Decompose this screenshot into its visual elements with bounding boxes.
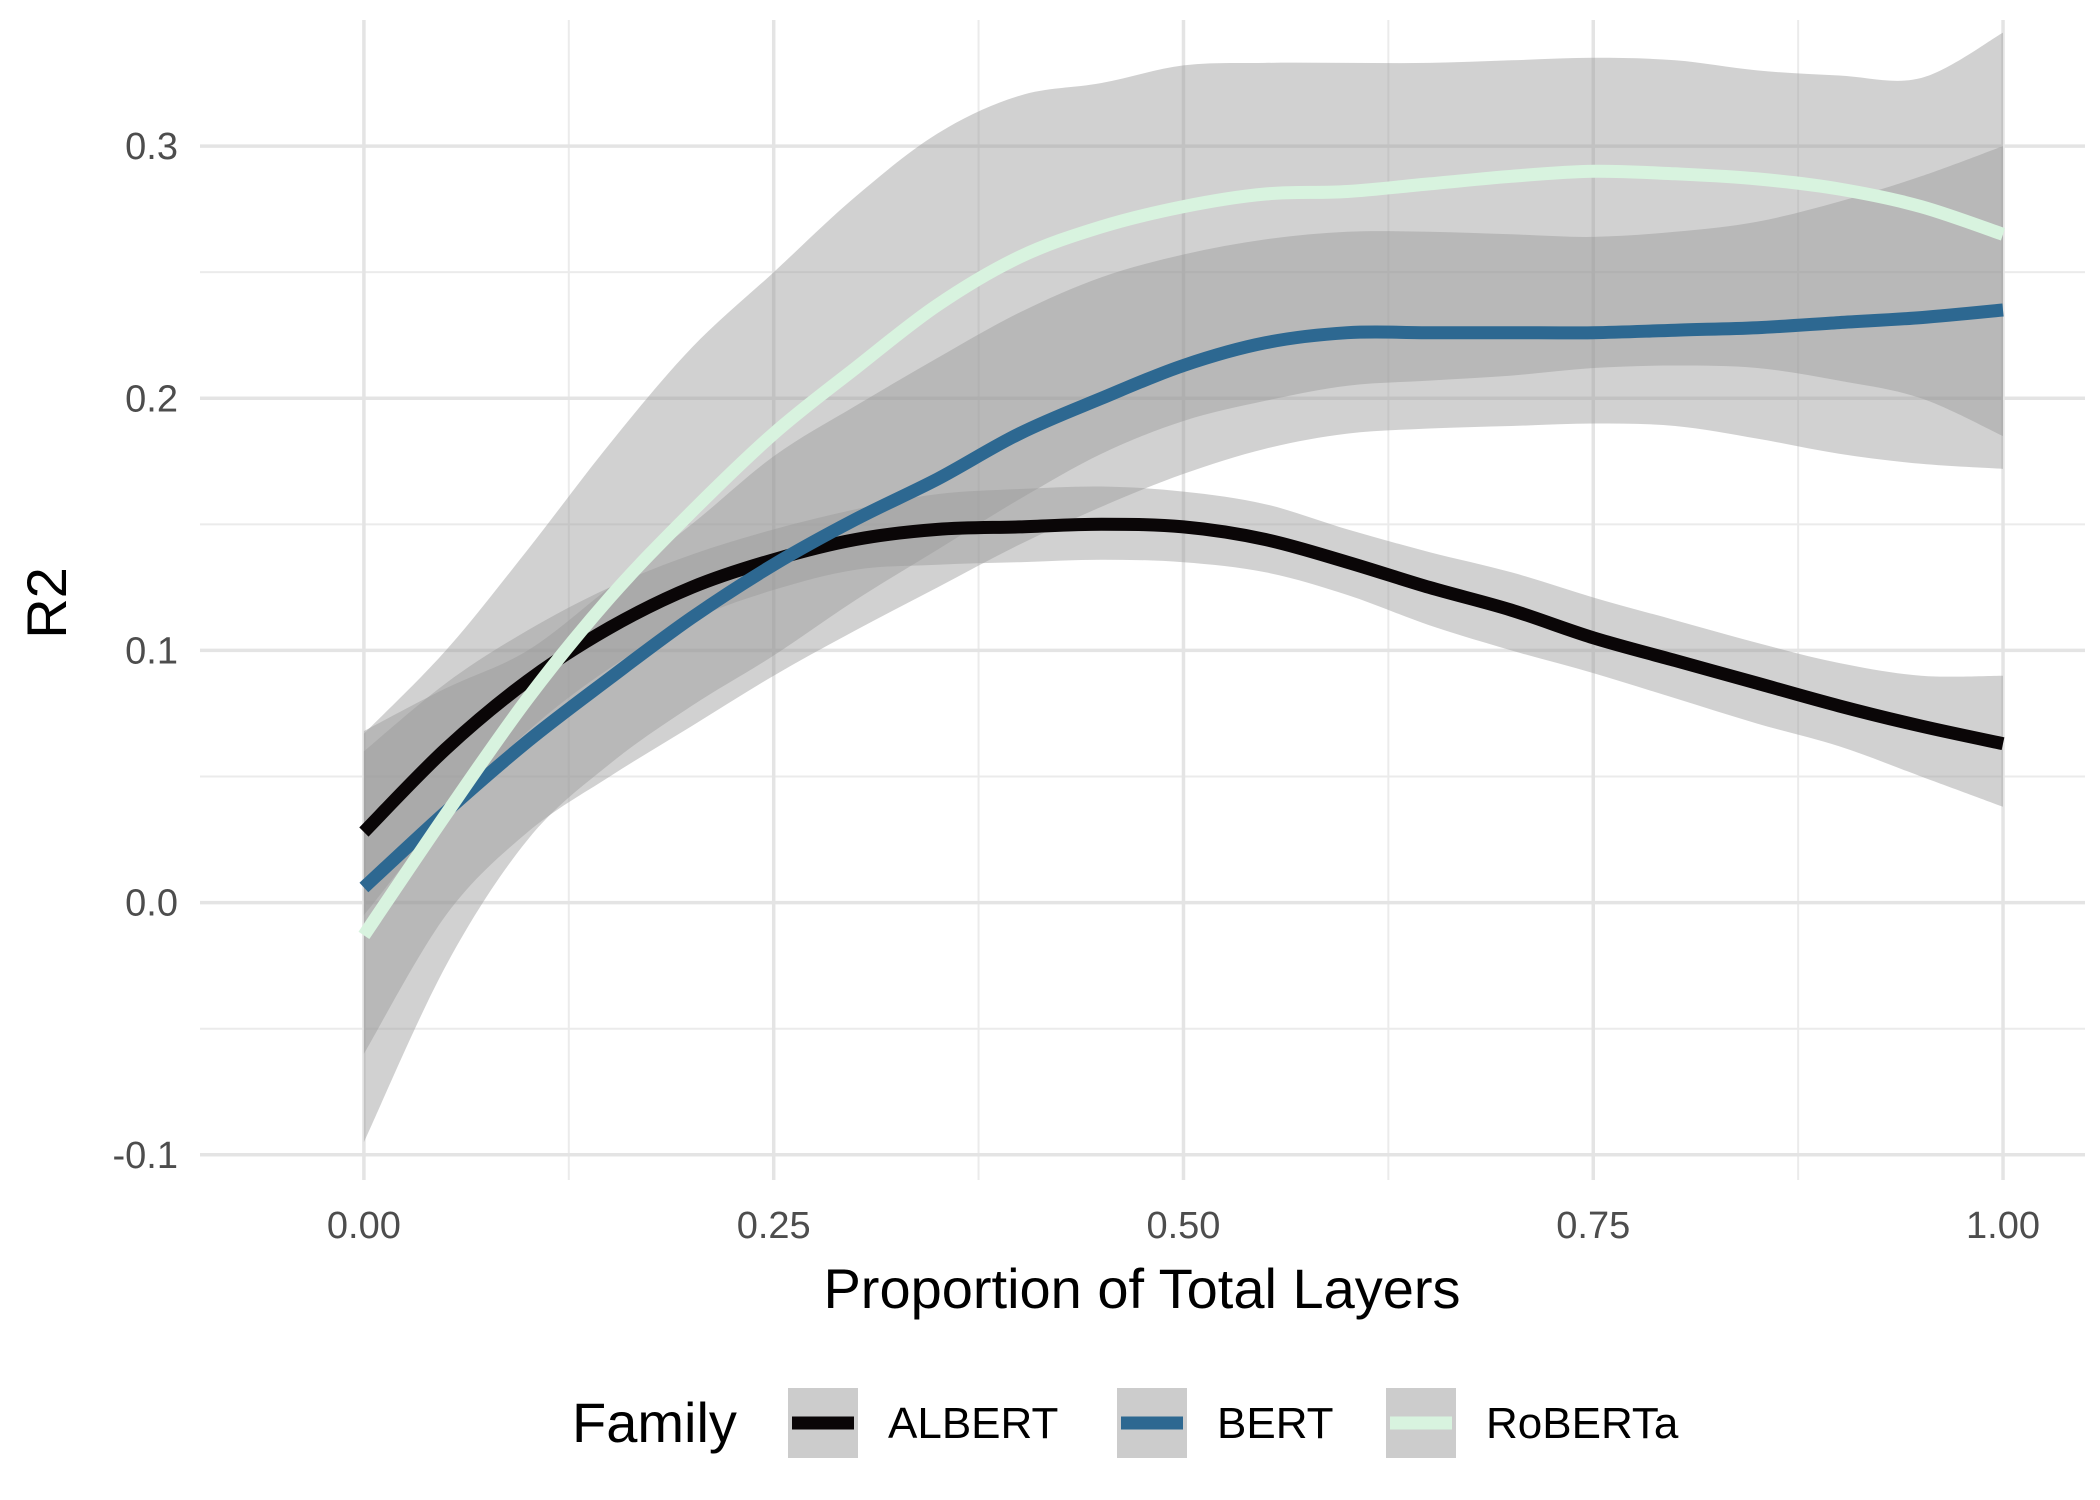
- x-tick-labels: 0.00 0.25 0.50 0.75 1.00: [327, 1205, 2040, 1247]
- x-axis-title: Proportion of Total Layers: [823, 1257, 1460, 1320]
- bert-line: [359, 303, 2004, 893]
- x-tick-label: 0.25: [737, 1205, 811, 1247]
- x-tick-label: 0.50: [1146, 1205, 1220, 1247]
- y-tick-label: 0.3: [125, 126, 178, 168]
- legend-label-bert: BERT: [1217, 1399, 1334, 1448]
- confidence-bands: [363, 32, 2003, 1143]
- major-gridlines: [200, 20, 2085, 1180]
- y-tick-labels: -0.1 0.0 0.1 0.2 0.3: [113, 126, 178, 1177]
- x-tick-label: 0.00: [327, 1205, 401, 1247]
- y-axis-title: R2: [15, 567, 78, 639]
- legend-label-roberta: RoBERTa: [1486, 1399, 1679, 1448]
- x-tick-label: 0.75: [1556, 1205, 1630, 1247]
- x-tick-label: 1.00: [1966, 1205, 2040, 1247]
- roberta-line: [358, 164, 2006, 940]
- legend-label-albert: ALBERT: [888, 1399, 1058, 1448]
- series-lines: [358, 164, 2006, 940]
- y-tick-label: 0.2: [125, 378, 178, 420]
- y-tick-label: 0.0: [125, 883, 178, 925]
- legend-items: ALBERT BERT RoBERTa: [788, 1388, 1679, 1458]
- y-tick-label: -0.1: [113, 1135, 178, 1177]
- bert-confidence-band: [363, 146, 2003, 1054]
- roberta-confidence-band: [363, 32, 2003, 1143]
- albert-line: [359, 517, 2005, 837]
- legend-title: Family: [572, 1391, 737, 1454]
- legend: Family ALBERT BERT RoBERTa: [572, 1388, 1679, 1458]
- y-tick-label: 0.1: [125, 630, 178, 672]
